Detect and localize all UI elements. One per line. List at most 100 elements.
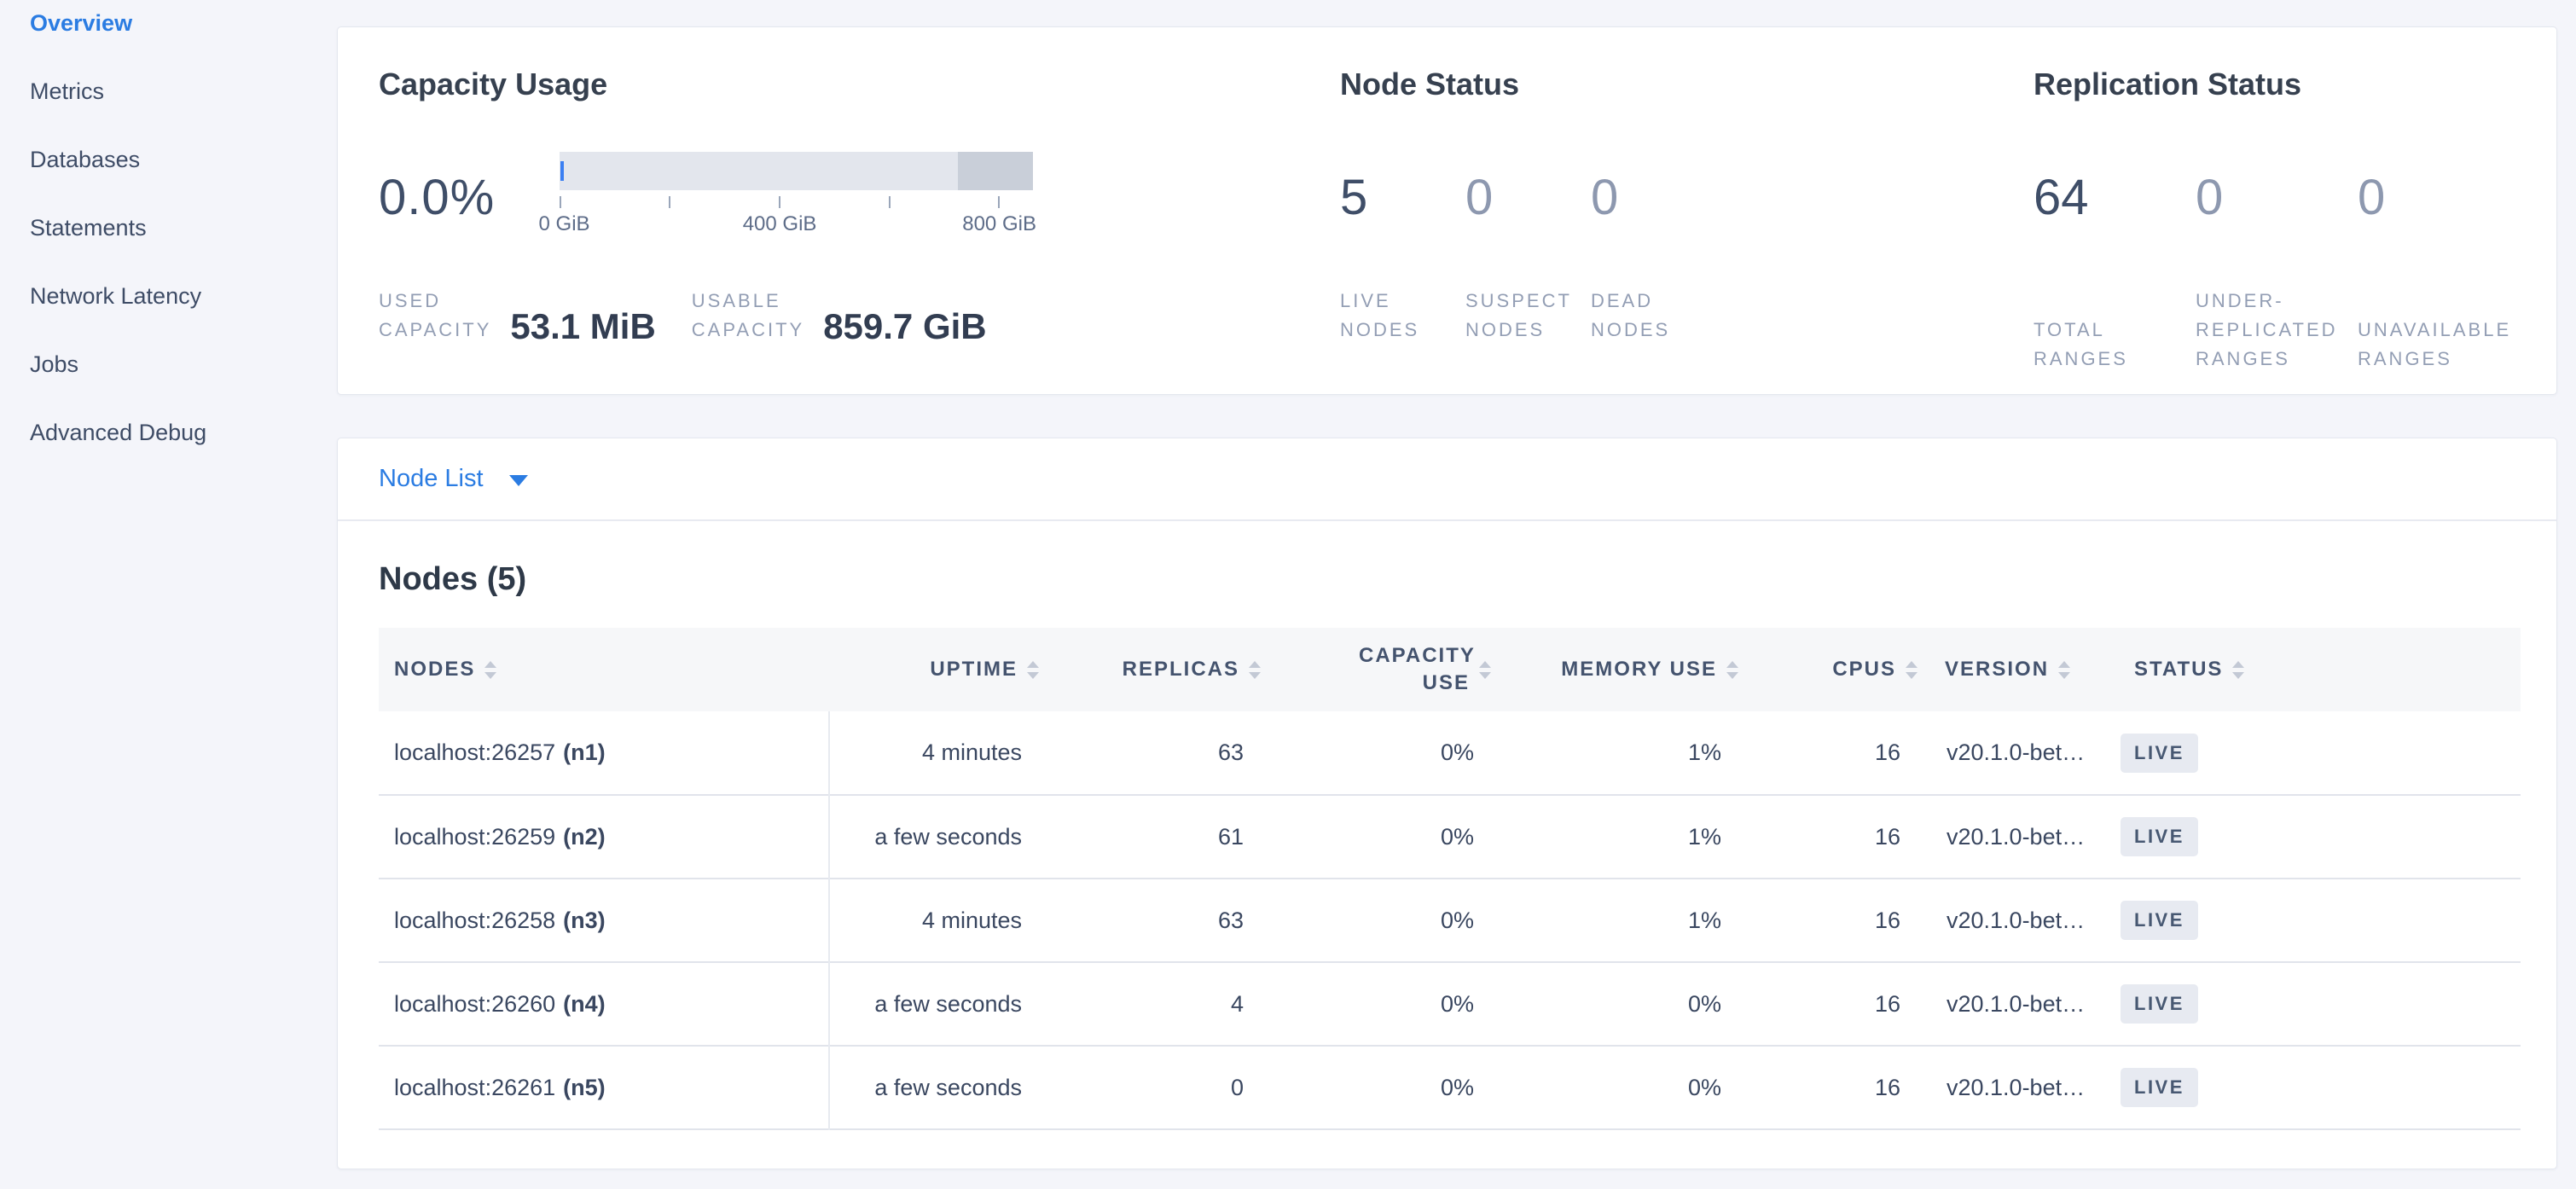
dead-nodes-label-col: DEAD NODES: [1591, 287, 1716, 345]
replicas-cell: 63: [1217, 907, 1244, 933]
under-replicated-ranges-value: 0: [2196, 169, 2224, 225]
version-cell: v20.1.0-bet…: [1947, 907, 2086, 933]
axis-tick: [669, 195, 671, 208]
capacity-gauge-reserved-segment: [957, 151, 1033, 190]
status-badge: LIVE: [2121, 733, 2198, 773]
axis-tick-label: 400 GiB: [742, 212, 817, 235]
column-header-status[interactable]: STATUS: [2119, 628, 2298, 711]
status-badge: LIVE: [2121, 901, 2198, 940]
total-ranges-value: 64: [2034, 169, 2089, 225]
used-capacity-label: USED CAPACITY: [379, 290, 492, 340]
version-cell: v20.1.0-bet…: [1947, 990, 2086, 1017]
sidebar-item-advanced-debug[interactable]: Advanced Debug: [30, 419, 207, 445]
version-cell: v20.1.0-bet…: [1947, 823, 2086, 850]
node-address-cell[interactable]: localhost:26261 (n5): [379, 1046, 830, 1129]
column-header-cpus[interactable]: CPUS: [1750, 628, 1929, 711]
column-header-capacity-use[interactable]: CAPACITY USE: [1273, 628, 1503, 711]
uptime-cell: a few seconds: [874, 823, 1022, 850]
cpus-cell: 16: [1874, 823, 1900, 850]
axis-tick-label: 0 GiB: [538, 212, 590, 235]
table-row-node-2[interactable]: localhost:26259 (n2) a few seconds 61 0% …: [379, 795, 2521, 879]
status-cell: LIVE: [2119, 711, 2298, 795]
status-badge: LIVE: [2121, 984, 2198, 1024]
uptime-cell: a few seconds: [874, 990, 1022, 1017]
dead-nodes-value: 0: [1591, 169, 1619, 225]
node-address-cell[interactable]: localhost:26260 (n4): [379, 962, 830, 1046]
table-row-node-3[interactable]: localhost:26258 (n3) 4 minutes 63 0% 1% 1…: [379, 879, 2521, 962]
column-header-nodes[interactable]: NODES: [379, 628, 829, 711]
column-header-uptime[interactable]: UPTIME: [829, 628, 1051, 711]
sort-icon[interactable]: [1249, 660, 1261, 679]
sort-icon[interactable]: [484, 660, 497, 679]
node-address-cell[interactable]: localhost:26257 (n1): [379, 711, 830, 795]
main-content: Capacity Usage 0.0%: [337, 0, 2557, 1169]
nodes-table: NODES UPTIME REPLICAS CAPACITY USE: [379, 628, 2521, 1130]
sidebar-item-overview[interactable]: Overview: [30, 9, 133, 36]
uptime-cell: 4 minutes: [921, 740, 1022, 765]
sort-icon[interactable]: [1906, 660, 1917, 679]
sidebar-item-metrics[interactable]: Metrics: [30, 78, 104, 104]
column-header-version[interactable]: VERSION: [1929, 628, 2119, 711]
axis-tick: [888, 195, 891, 208]
version-cell: v20.1.0-bet…: [1947, 740, 2086, 765]
memory-use-cell: 0%: [1687, 1074, 1721, 1100]
node-status-title: Node Status: [1340, 67, 1520, 102]
under-replicated-ranges-label: UNDER- REPLICATED RANGES: [2196, 290, 2338, 369]
sort-icon[interactable]: [1479, 660, 1491, 679]
node-address-cell[interactable]: localhost:26258 (n3): [379, 879, 830, 962]
capacity-gauge-bar: [560, 151, 1033, 190]
replicas-cell: 0: [1230, 1074, 1244, 1100]
table-header-row: NODES UPTIME REPLICAS CAPACITY USE: [379, 628, 2521, 711]
status-badge: LIVE: [2121, 817, 2198, 856]
capacity-use-cell: 0%: [1440, 1074, 1474, 1100]
sidebar-item-jobs[interactable]: Jobs: [30, 351, 79, 377]
unavailable-ranges-label: UNAVAILABLE RANGES: [2358, 319, 2512, 369]
capacity-usage-panel: Capacity Usage 0.0%: [338, 27, 1332, 394]
capacity-gauge-used-segment: [560, 160, 564, 181]
replication-status-panel: Replication Status 64 0 0 TOTAL: [2025, 27, 2556, 394]
cpus-cell: 16: [1874, 990, 1900, 1017]
sort-icon[interactable]: [2232, 660, 2245, 679]
capacity-use-cell: 0%: [1440, 740, 1474, 765]
capacity-use-cell: 0%: [1440, 990, 1474, 1017]
live-nodes-stat: 5: [1340, 145, 1465, 249]
column-header-memory-use[interactable]: MEMORY USE: [1503, 628, 1750, 711]
replicas-cell: 4: [1230, 990, 1244, 1017]
sidebar-item-databases[interactable]: Databases: [30, 146, 141, 172]
capacity-usage-title: Capacity Usage: [379, 67, 608, 102]
capacity-gauge: 0 GiB 400 GiB 800 GiB: [539, 151, 1036, 243]
node-list-dropdown-label[interactable]: Node List: [379, 465, 484, 492]
live-nodes-value: 5: [1340, 169, 1368, 225]
usable-capacity-label: USABLE CAPACITY: [691, 290, 805, 340]
node-list-dropdown[interactable]: Node List: [338, 438, 2556, 521]
total-ranges-stat: 64: [2034, 145, 2196, 249]
cpus-cell: 16: [1874, 907, 1900, 933]
status-cell: LIVE: [2119, 962, 2298, 1046]
sort-icon[interactable]: [2058, 660, 2071, 679]
sidebar-item-network-latency[interactable]: Network Latency: [30, 282, 202, 309]
unavailable-ranges-value: 0: [2358, 169, 2386, 225]
suspect-nodes-stat: 0: [1465, 145, 1591, 249]
table-row-node-4[interactable]: localhost:26260 (n4) a few seconds 4 0% 0…: [379, 962, 2521, 1046]
suspect-nodes-label-col: SUSPECT NODES: [1465, 287, 1591, 345]
table-row-node-1[interactable]: localhost:26257 (n1) 4 minutes 63 0% 1% 1…: [379, 711, 2521, 795]
column-header-replicas[interactable]: REPLICAS: [1051, 628, 1273, 711]
axis-tick: [778, 195, 780, 208]
memory-use-cell: 0%: [1687, 990, 1721, 1017]
total-ranges-label: TOTAL RANGES: [2034, 319, 2128, 369]
sort-icon[interactable]: [1726, 660, 1738, 679]
node-address-cell[interactable]: localhost:26259 (n2): [379, 795, 830, 879]
chevron-down-icon: [508, 475, 528, 486]
unavailable-ranges-label-col: UNAVAILABLE RANGES: [2358, 316, 2520, 374]
sidebar-item-statements[interactable]: Statements: [30, 214, 147, 241]
memory-use-cell: 1%: [1687, 907, 1721, 933]
table-row-node-5[interactable]: localhost:26261 (n5) a few seconds 0 0% 0…: [379, 1046, 2521, 1129]
axis-tick: [560, 195, 561, 208]
sort-icon[interactable]: [1027, 660, 1039, 679]
status-cell: LIVE: [2119, 1046, 2298, 1129]
live-nodes-label: LIVE NODES: [1340, 290, 1420, 340]
total-ranges-label-col: TOTAL RANGES: [2034, 316, 2196, 374]
cpus-cell: 16: [1874, 740, 1900, 765]
capacity-gauge-axis: 0 GiB 400 GiB 800 GiB: [539, 190, 1036, 243]
